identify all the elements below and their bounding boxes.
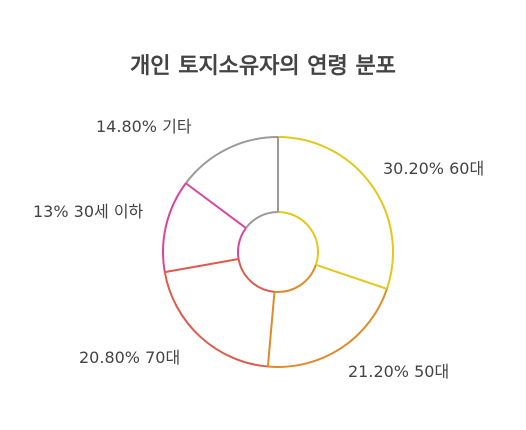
slice-outer-arc bbox=[162, 182, 187, 273]
slice-label: 14.80% 기타 bbox=[96, 117, 192, 136]
slice-inner-arc bbox=[274, 264, 317, 293]
slice-label: 13% 30세 이하 bbox=[33, 202, 144, 221]
slice-outer-arc bbox=[163, 271, 268, 368]
slice-divider bbox=[315, 263, 388, 290]
slice-label: 21.20% 50대 bbox=[348, 362, 449, 381]
slice-inner-arc bbox=[277, 211, 319, 266]
slice-divider bbox=[164, 258, 239, 274]
slice-label: 30.20% 60대 bbox=[383, 159, 484, 178]
slice-inner-arc bbox=[245, 211, 279, 229]
slice-label: 20.80% 70대 bbox=[79, 348, 180, 367]
slice-inner-arc bbox=[237, 258, 275, 293]
slice-inner-arc bbox=[237, 227, 247, 260]
slice-outer-arc bbox=[185, 136, 279, 184]
slice-outer-arc bbox=[267, 288, 388, 368]
chart-title: 개인 토지소유자의 연령 분포 bbox=[130, 54, 396, 79]
slice-outer-arc bbox=[277, 136, 394, 290]
slice-divider bbox=[185, 182, 247, 229]
slice-divider bbox=[266, 291, 276, 367]
